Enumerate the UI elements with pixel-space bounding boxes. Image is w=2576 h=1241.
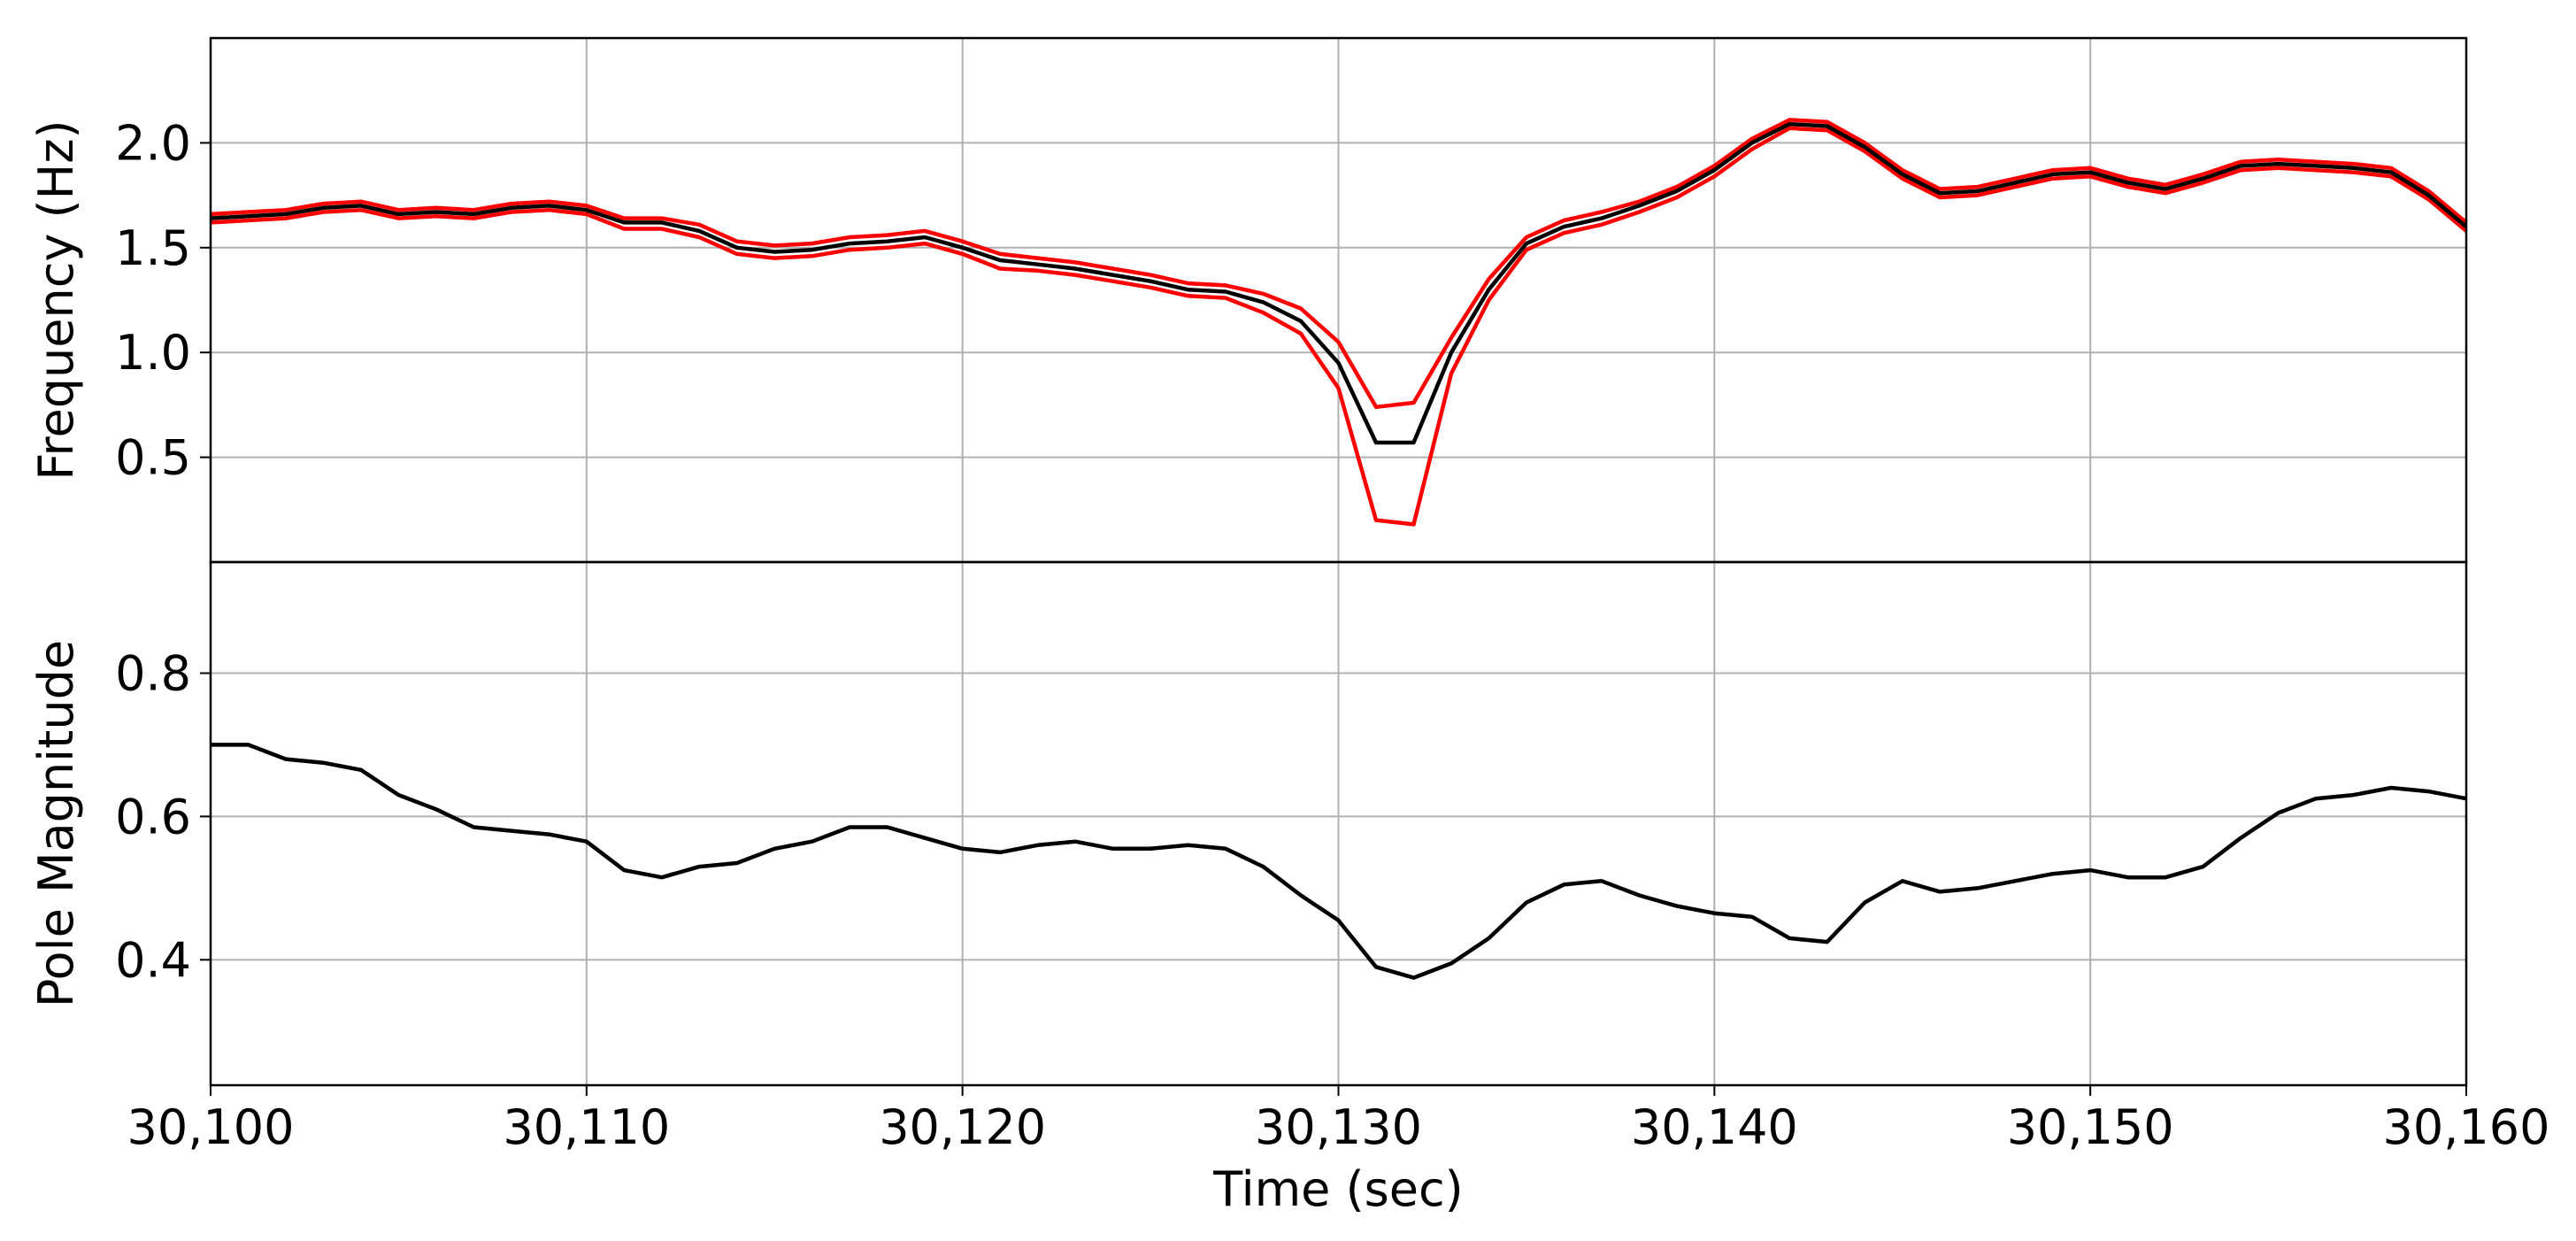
x-tick-label: 30,160 <box>2383 1099 2550 1155</box>
y-axis-label: Frequency (Hz) <box>28 119 84 480</box>
x-tick-label: 30,120 <box>879 1099 1046 1155</box>
data-line <box>210 121 2468 445</box>
x-tick-label: 30,110 <box>503 1099 670 1155</box>
y-tick-label: 0.4 <box>115 932 191 988</box>
x-tick-label: 30,150 <box>2007 1099 2174 1155</box>
y-tick-label: 2.0 <box>115 115 191 171</box>
y-tick-label: 1.5 <box>115 220 191 276</box>
y-tick-label: 0.6 <box>115 789 191 844</box>
y-tick-label: 0.5 <box>115 430 191 486</box>
x-tick-label: 30,140 <box>1631 1099 1798 1155</box>
y-axis-label: Pole Magnitude <box>28 640 84 1007</box>
plot-frame <box>209 560 2468 1087</box>
x-axis-label: Time (sec) <box>1212 1161 1464 1217</box>
y-tick-label: 1.0 <box>115 325 191 381</box>
x-tick-label: 30,100 <box>127 1099 295 1155</box>
y-tick-label: 0.8 <box>115 645 191 701</box>
x-tick-label: 30,130 <box>1255 1099 1422 1155</box>
data-line <box>211 743 2467 980</box>
data-line <box>210 118 2468 410</box>
data-line <box>210 126 2468 527</box>
